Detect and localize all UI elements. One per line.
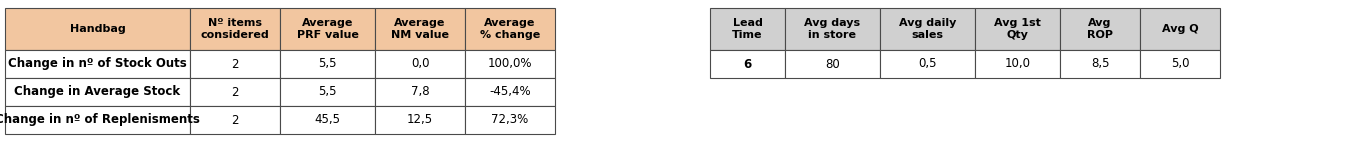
Text: 5,0: 5,0 [1171, 57, 1189, 70]
Bar [190, 78, 280, 106]
Text: Avg Q: Avg Q [1161, 24, 1198, 34]
Bar [880, 8, 975, 50]
Bar [1140, 50, 1220, 78]
Text: 6: 6 [744, 57, 752, 70]
Bar [5, 8, 190, 50]
Text: Average
NM value: Average NM value [392, 18, 449, 40]
Text: Average
% change: Average % change [480, 18, 540, 40]
Bar [785, 8, 880, 50]
Bar [375, 106, 465, 134]
Bar [5, 50, 190, 78]
Text: 10,0: 10,0 [1005, 57, 1031, 70]
Bar [785, 50, 880, 78]
Bar [280, 78, 375, 106]
Text: 12,5: 12,5 [407, 114, 432, 126]
Text: 100,0%: 100,0% [488, 57, 532, 70]
Text: Change in nº of Stock Outs: Change in nº of Stock Outs [8, 57, 186, 70]
Bar [375, 50, 465, 78]
Text: 5,5: 5,5 [318, 85, 337, 99]
Text: Lead
Time: Lead Time [732, 18, 763, 40]
Bar [1140, 8, 1220, 50]
Bar [1059, 50, 1140, 78]
Bar [465, 78, 555, 106]
Bar [465, 106, 555, 134]
Text: 80: 80 [826, 57, 840, 70]
Text: 8,5: 8,5 [1091, 57, 1110, 70]
Text: 0,5: 0,5 [918, 57, 937, 70]
Text: Change in Average Stock: Change in Average Stock [15, 85, 181, 99]
Bar [280, 50, 375, 78]
Bar [710, 50, 785, 78]
Bar [465, 50, 555, 78]
Text: 2: 2 [231, 114, 239, 126]
Text: Avg days
in store: Avg days in store [804, 18, 861, 40]
Text: 45,5: 45,5 [314, 114, 340, 126]
Bar [190, 8, 280, 50]
Bar [280, 106, 375, 134]
Text: Nº items
considered: Nº items considered [201, 18, 269, 40]
Bar [280, 8, 375, 50]
Text: -45,4%: -45,4% [490, 85, 530, 99]
Bar [1059, 8, 1140, 50]
Bar [880, 50, 975, 78]
Bar [190, 50, 280, 78]
Bar [710, 8, 785, 50]
Text: Change in nº of Replenisments: Change in nº of Replenisments [0, 114, 200, 126]
Bar [5, 106, 190, 134]
Bar [975, 8, 1059, 50]
Text: Handbag: Handbag [69, 24, 125, 34]
Text: Avg daily
sales: Avg daily sales [899, 18, 956, 40]
Bar [465, 8, 555, 50]
Text: 2: 2 [231, 57, 239, 70]
Text: 0,0: 0,0 [411, 57, 430, 70]
Text: Average
PRF value: Average PRF value [296, 18, 359, 40]
Text: 5,5: 5,5 [318, 57, 337, 70]
Bar [975, 50, 1059, 78]
Bar [375, 8, 465, 50]
Text: Avg
ROP: Avg ROP [1087, 18, 1112, 40]
Bar [5, 78, 190, 106]
Text: Avg 1st
Qty: Avg 1st Qty [994, 18, 1040, 40]
Text: 72,3%: 72,3% [491, 114, 529, 126]
Text: 7,8: 7,8 [411, 85, 430, 99]
Text: 2: 2 [231, 85, 239, 99]
Bar [375, 78, 465, 106]
Bar [190, 106, 280, 134]
